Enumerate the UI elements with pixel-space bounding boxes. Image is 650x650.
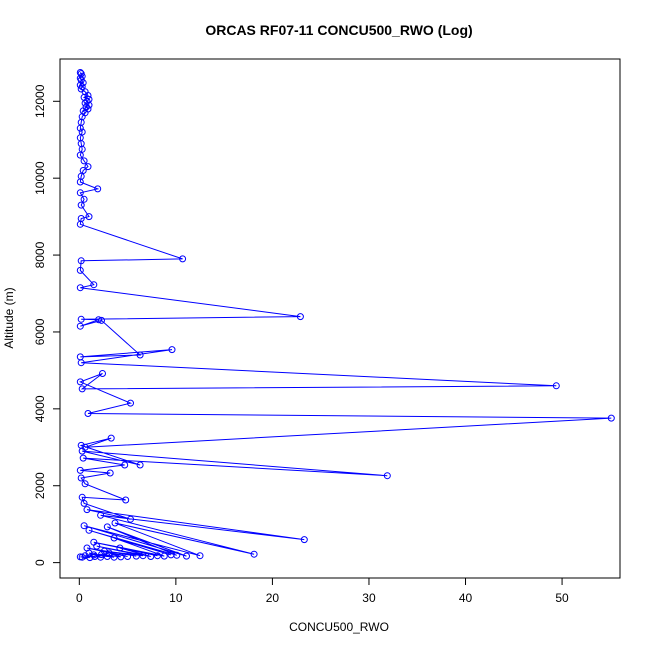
data-point <box>86 554 94 562</box>
data-point <box>77 315 85 323</box>
data-point <box>80 157 88 165</box>
data-point <box>76 151 84 159</box>
y-axis-label: Altitude (m) <box>2 287 16 348</box>
data-point <box>300 536 308 544</box>
x-axis-label: CONCU500_RWO <box>289 620 389 634</box>
x-tick-label: 30 <box>362 591 376 605</box>
data-point <box>76 466 84 474</box>
data-point <box>77 201 85 209</box>
data-point <box>76 284 84 292</box>
data-point <box>117 553 125 561</box>
data-point <box>85 526 93 534</box>
data-point <box>383 472 391 480</box>
data-point <box>80 499 88 507</box>
data-point <box>154 552 161 560</box>
data-point <box>110 553 118 561</box>
data-point <box>103 523 111 531</box>
data-point <box>76 81 84 89</box>
data-point <box>83 506 91 514</box>
data-point <box>91 553 99 560</box>
data-point <box>95 316 103 324</box>
data-point <box>78 72 86 80</box>
data-point <box>84 410 92 417</box>
data-point <box>76 124 84 132</box>
data-point <box>90 281 98 289</box>
data-point <box>110 534 118 542</box>
y-tick-label: 6000 <box>33 318 47 345</box>
data-point <box>121 461 129 469</box>
data-point <box>76 189 84 197</box>
data-point <box>76 266 84 274</box>
data-point <box>97 511 105 519</box>
data-point <box>77 359 85 367</box>
data-point <box>183 552 190 560</box>
x-tick-label: 50 <box>555 591 569 605</box>
data-point <box>106 469 114 477</box>
data-point <box>136 461 144 469</box>
data-point <box>80 522 88 530</box>
data-point <box>76 322 84 330</box>
data-point <box>84 163 92 171</box>
data-point <box>99 370 106 377</box>
data-point <box>167 551 175 559</box>
data-point <box>122 496 130 504</box>
y-tick-label: 12000 <box>33 84 47 118</box>
data-point <box>76 378 84 386</box>
data-point <box>124 553 132 560</box>
data-point <box>127 399 134 407</box>
series-line <box>78 72 612 559</box>
data-point <box>136 351 144 359</box>
data-point <box>98 316 105 324</box>
data-point <box>105 549 113 557</box>
chart-title: ORCAS RF07-11 CONCU500_RWO (Log) <box>205 22 472 38</box>
data-point <box>76 220 84 228</box>
data-point <box>116 544 124 552</box>
data-point <box>168 346 176 354</box>
data-point <box>552 382 560 390</box>
data-point <box>78 493 86 501</box>
data-point <box>85 213 93 221</box>
data-point <box>127 515 134 523</box>
data-point <box>139 552 147 560</box>
data-point <box>607 414 615 422</box>
data-point <box>77 474 85 482</box>
x-tick-label: 10 <box>169 591 183 605</box>
data-point <box>78 385 86 393</box>
data-point <box>93 542 101 550</box>
data-point <box>250 550 258 558</box>
x-tick-label: 20 <box>266 591 280 605</box>
data-point <box>76 553 84 561</box>
y-tick-label: 8000 <box>33 241 47 268</box>
data-point <box>77 257 85 265</box>
y-tick-label: 2000 <box>33 472 47 499</box>
data-point <box>296 313 304 321</box>
y-axis: 0 2000 4000 6000 8000 10000 12000 <box>33 84 61 566</box>
data-point <box>107 434 115 442</box>
data-point <box>81 99 89 107</box>
data-point <box>103 553 111 560</box>
data-point <box>79 454 87 462</box>
data-point <box>81 480 89 488</box>
y-tick-label: 10000 <box>33 161 47 195</box>
data-point <box>160 552 168 560</box>
x-tick-label: 40 <box>459 591 473 605</box>
y-tick-label: 0 <box>33 559 47 566</box>
data-point <box>78 447 86 455</box>
data-point <box>196 552 204 560</box>
data-point <box>111 519 119 527</box>
data-point <box>80 195 88 203</box>
x-tick-label: 0 <box>76 591 83 605</box>
data-point <box>132 552 140 560</box>
data-point <box>76 178 84 186</box>
data-point <box>94 185 102 193</box>
data-point <box>147 553 155 560</box>
x-axis: 0 10 20 30 40 50 <box>76 577 569 605</box>
data-point <box>179 255 187 263</box>
series-group <box>76 69 615 562</box>
y-tick-label: 4000 <box>33 395 47 422</box>
